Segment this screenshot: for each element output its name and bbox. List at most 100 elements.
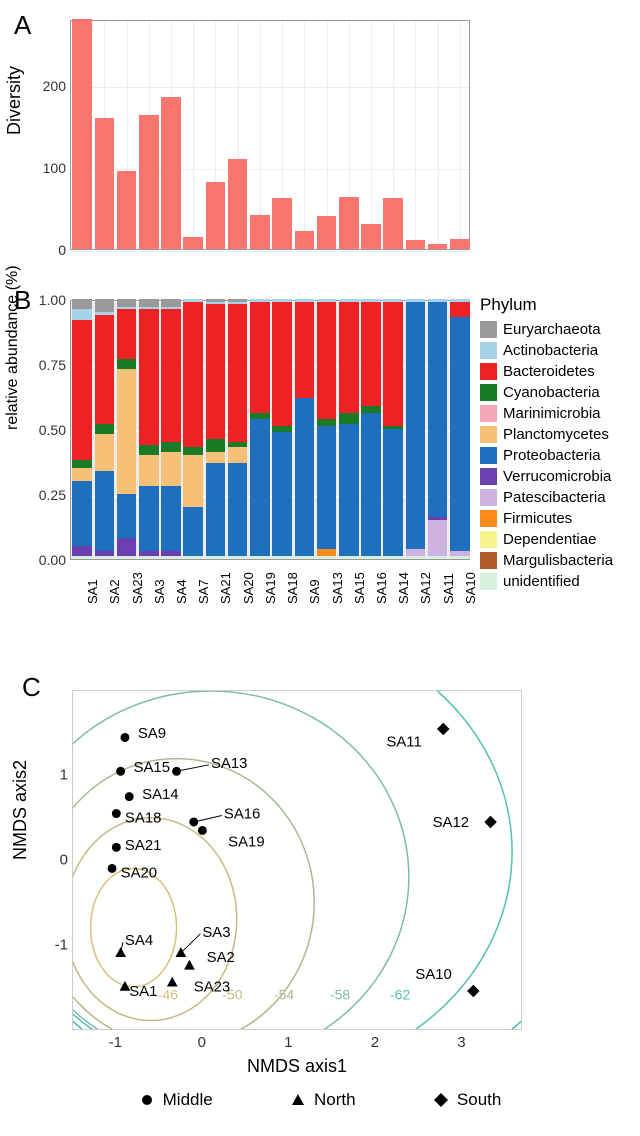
- panel-c-ytick: 0: [60, 852, 68, 869]
- diversity-bar: [361, 224, 381, 249]
- abundance-column: [183, 301, 203, 559]
- abundance-segment: [339, 299, 359, 302]
- abundance-segment: [272, 432, 292, 557]
- nmds-label: SA9: [138, 726, 166, 742]
- abundance-segment: [428, 556, 448, 559]
- abundance-segment: [339, 413, 359, 423]
- panel-b-xtick: SA18: [285, 572, 300, 604]
- panel-c-ytick: 1: [60, 767, 68, 784]
- legend-row: Dependentiae: [480, 529, 636, 550]
- abundance-segment: [450, 299, 470, 302]
- abundance-segment: [361, 413, 381, 556]
- abundance-column: [339, 301, 359, 559]
- nmds-label: SA13: [211, 756, 247, 772]
- diversity-bar: [161, 97, 181, 249]
- leader-line: [181, 934, 201, 953]
- panel-b-stacked-chart: [70, 300, 470, 560]
- panel-b-xtick: SA2: [107, 579, 122, 604]
- leader-line: [177, 765, 209, 771]
- abundance-segment: [383, 299, 403, 302]
- abundance-column: [139, 301, 159, 559]
- legend-label: Proteobacteria: [503, 447, 601, 464]
- abundance-segment: [117, 309, 137, 358]
- abundance-segment: [295, 398, 315, 557]
- abundance-segment: [139, 455, 159, 486]
- abundance-segment: [339, 556, 359, 559]
- abundance-segment: [139, 445, 159, 455]
- abundance-segment: [228, 447, 248, 463]
- legend-label: Planctomycetes: [503, 426, 609, 443]
- legend-row: Cyanobacteria: [480, 382, 636, 403]
- abundance-segment: [361, 299, 381, 302]
- abundance-segment: [206, 452, 226, 462]
- nmds-label: SA14: [142, 787, 178, 803]
- panel-b-x-axis: SA1SA2SA23SA3SA4SA7SA21SA20SA19SA18SA9SA…: [70, 562, 470, 622]
- nmds-label: SA1: [129, 984, 157, 1000]
- legend-label: Marinimicrobia: [503, 405, 601, 422]
- abundance-segment: [383, 302, 403, 427]
- abundance-segment: [228, 556, 248, 559]
- legend-row: Proteobacteria: [480, 445, 636, 466]
- abundance-segment: [183, 302, 203, 448]
- abundance-segment: [117, 359, 137, 369]
- abundance-segment: [206, 439, 226, 452]
- abundance-column: [161, 301, 181, 559]
- legend-swatch: [480, 552, 497, 569]
- legend-swatch: [480, 468, 497, 485]
- nmds-point: [116, 767, 125, 776]
- nmds-label: SA21: [125, 838, 161, 854]
- abundance-segment: [72, 460, 92, 468]
- abundance-segment: [317, 426, 337, 548]
- abundance-segment: [72, 320, 92, 460]
- abundance-segment: [317, 419, 337, 427]
- abundance-segment: [361, 302, 381, 406]
- shape-legend-label: South: [457, 1090, 501, 1110]
- abundance-segment: [161, 551, 181, 556]
- abundance-segment: [183, 447, 203, 455]
- legend-swatch: [480, 426, 497, 443]
- abundance-segment: [206, 299, 226, 302]
- nmds-label: SA3: [202, 925, 230, 941]
- abundance-segment: [250, 299, 270, 302]
- panel-b-xtick: SA14: [396, 572, 411, 604]
- diversity-bar: [406, 240, 426, 249]
- abundance-segment: [450, 302, 470, 318]
- abundance-segment: [450, 317, 470, 551]
- abundance-column: [250, 301, 270, 559]
- abundance-segment: [228, 463, 248, 557]
- diversity-bar: [139, 115, 159, 249]
- nmds-point: [484, 816, 497, 829]
- legend-label: Dependentiae: [503, 531, 596, 548]
- nmds-point: [198, 826, 207, 835]
- abundance-segment: [139, 486, 159, 551]
- legend-row: Bacteroidetes: [480, 361, 636, 382]
- nmds-label: SA16: [224, 806, 260, 822]
- panel-b-xtick: SA23: [130, 572, 145, 604]
- panel-b-xtick: SA21: [218, 572, 233, 604]
- nmds-label: SA23: [194, 980, 230, 996]
- shape-legend-row: Middle: [139, 1090, 213, 1110]
- panel-a-ytick: 0: [58, 242, 66, 258]
- panel-b-xtick: SA16: [374, 572, 389, 604]
- nmds-label: SA2: [207, 950, 235, 966]
- phylum-legend-title: Phylum: [480, 295, 636, 315]
- legend-swatch: [480, 321, 497, 338]
- panel-c-xtick: 3: [457, 1034, 465, 1051]
- abundance-segment: [428, 517, 448, 520]
- abundance-segment: [339, 302, 359, 414]
- legend-row: Patescibacteria: [480, 487, 636, 508]
- nmds-point: [467, 985, 480, 998]
- abundance-column: [406, 301, 426, 559]
- panel-c-nmds-plot: -46-50-54-58-62SA9SA15SA13SA14SA18SA16SA…: [72, 690, 522, 1030]
- panel-c-xtick: 0: [198, 1034, 206, 1051]
- panel-b-xtick: SA9: [307, 579, 322, 604]
- panel-c-y-axis: -101: [46, 690, 72, 1030]
- abundance-column: [117, 301, 137, 559]
- panel-b-ytick: 0.50: [39, 422, 66, 438]
- abundance-segment: [72, 546, 92, 556]
- legend-label: Euryarchaeota: [503, 321, 601, 338]
- abundance-segment: [161, 299, 181, 307]
- abundance-segment: [183, 455, 203, 507]
- panel-a-y-axis: 0100200: [40, 20, 70, 250]
- legend-row: Verrucomicrobia: [480, 466, 636, 487]
